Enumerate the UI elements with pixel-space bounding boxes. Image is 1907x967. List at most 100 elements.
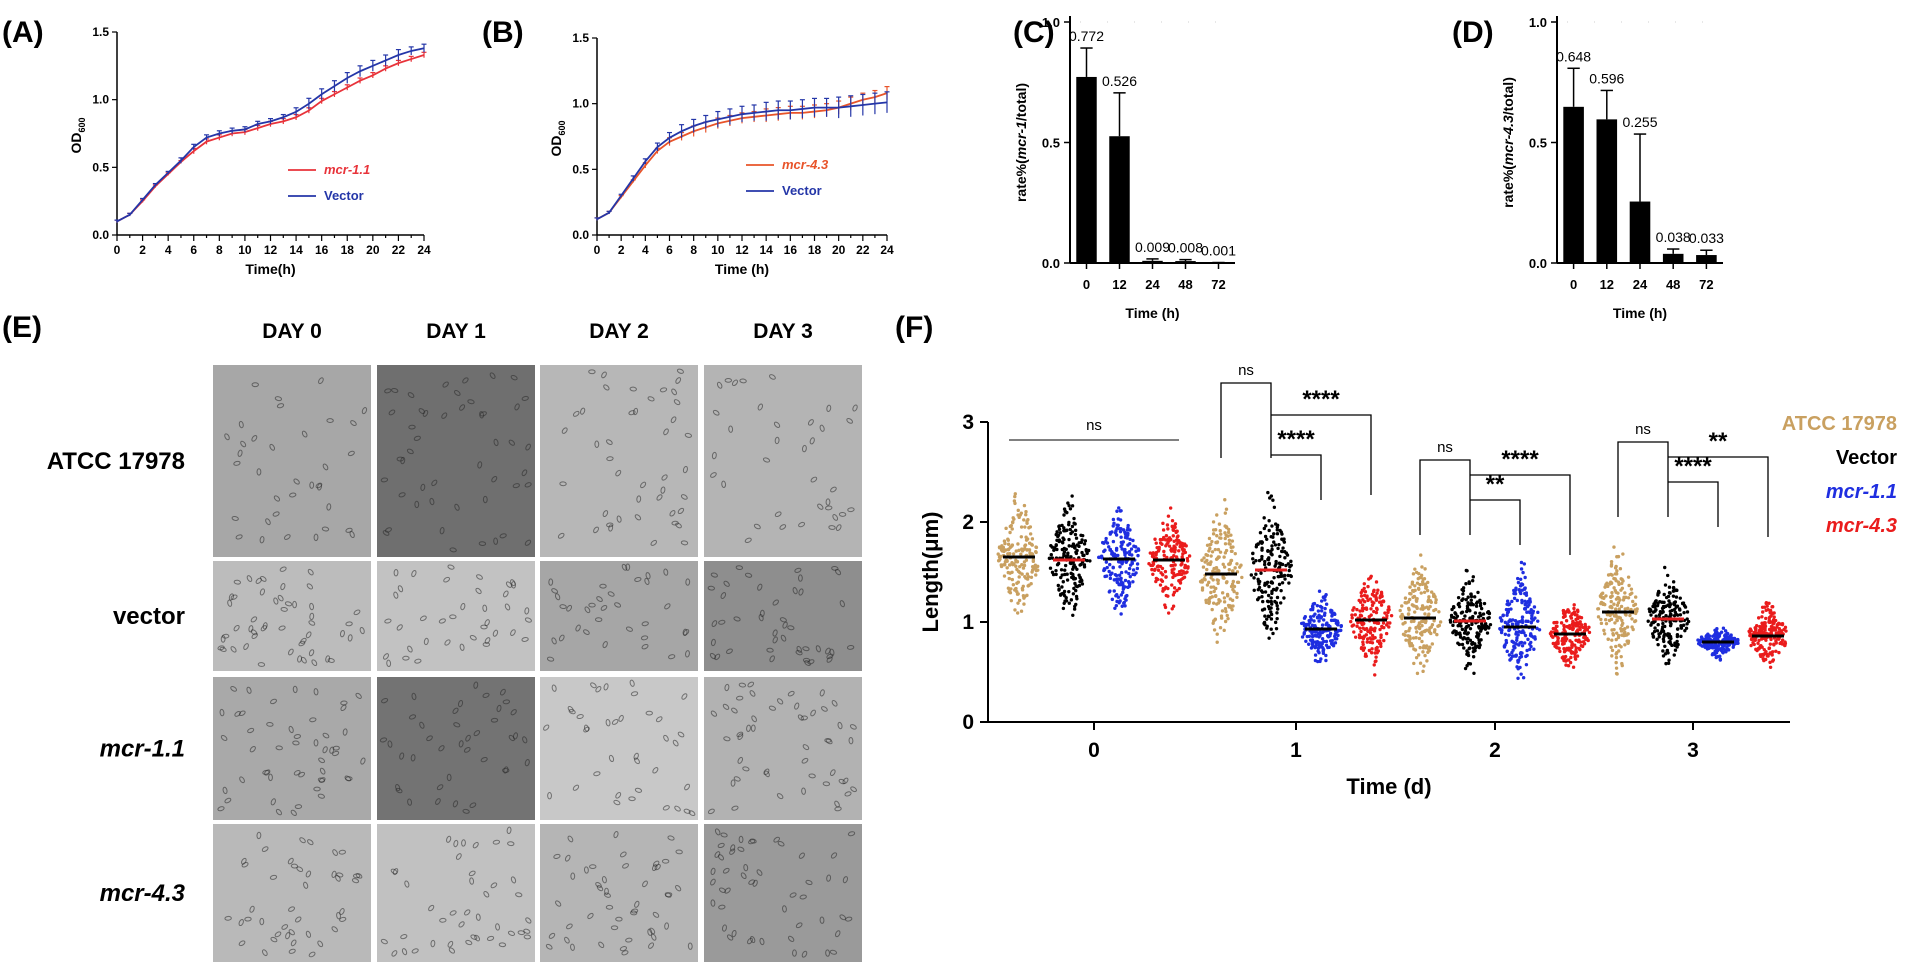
data-point bbox=[1074, 550, 1078, 554]
data-point bbox=[1020, 588, 1025, 592]
data-point bbox=[1061, 580, 1065, 584]
data-point bbox=[1166, 527, 1170, 531]
data-point bbox=[1102, 541, 1106, 545]
bacterial-cell bbox=[305, 870, 312, 878]
data-point bbox=[1131, 538, 1135, 543]
data-point bbox=[1596, 607, 1600, 611]
data-point bbox=[1309, 646, 1314, 650]
bacterial-cell bbox=[521, 469, 528, 477]
bacterial-cell bbox=[724, 377, 733, 383]
data-point bbox=[1360, 606, 1365, 610]
data-point bbox=[1423, 653, 1427, 658]
bacterial-cell bbox=[326, 418, 334, 423]
data-point bbox=[1652, 629, 1657, 634]
data-point bbox=[1696, 641, 1701, 646]
data-point bbox=[1272, 532, 1276, 536]
bacterial-cell bbox=[420, 483, 426, 492]
bacterial-cell bbox=[684, 783, 690, 791]
data-point bbox=[1224, 609, 1228, 614]
data-point bbox=[1503, 632, 1508, 637]
bacterial-cell bbox=[262, 769, 270, 775]
bar-value-label: 0.038 bbox=[1656, 229, 1691, 245]
data-point bbox=[1631, 627, 1635, 632]
bacterial-cell bbox=[525, 443, 531, 451]
data-point bbox=[1368, 597, 1373, 601]
data-point bbox=[1562, 658, 1566, 663]
data-point bbox=[1523, 586, 1527, 590]
data-point bbox=[1034, 573, 1038, 577]
bacterial-cell bbox=[492, 839, 501, 845]
bacterial-cell bbox=[313, 739, 319, 747]
data-point bbox=[1514, 622, 1518, 626]
data-point bbox=[1373, 659, 1377, 664]
data-point bbox=[1262, 620, 1267, 625]
data-point bbox=[1422, 664, 1426, 668]
data-point bbox=[1119, 526, 1123, 531]
data-point bbox=[1673, 641, 1677, 645]
data-point bbox=[1672, 603, 1677, 607]
data-point bbox=[1615, 618, 1619, 622]
data-point bbox=[1226, 616, 1230, 621]
data-point bbox=[1453, 611, 1457, 615]
bacterial-cell bbox=[733, 616, 741, 622]
data-point bbox=[1382, 638, 1386, 643]
bacterial-cell bbox=[664, 922, 670, 930]
data-point bbox=[1760, 605, 1765, 610]
bacterial-cell bbox=[749, 690, 756, 697]
data-point bbox=[1469, 594, 1474, 599]
bacterial-cell bbox=[404, 880, 410, 888]
data-point bbox=[998, 554, 1003, 559]
bacterial-cell bbox=[839, 914, 847, 921]
data-point bbox=[1153, 537, 1157, 541]
bacterial-cell bbox=[517, 930, 525, 936]
bacterial-cell bbox=[329, 746, 335, 754]
data-point bbox=[1465, 632, 1469, 636]
bacterial-cell bbox=[618, 714, 624, 722]
y-axis-label-part-0: rate%( bbox=[1500, 165, 1516, 208]
data-point bbox=[1123, 604, 1127, 608]
bacterial-cell bbox=[261, 846, 269, 852]
data-point bbox=[1389, 613, 1394, 618]
bacterial-cell bbox=[567, 705, 574, 713]
data-point bbox=[1760, 652, 1765, 657]
data-point bbox=[1062, 513, 1066, 517]
data-point bbox=[1321, 651, 1326, 655]
data-point bbox=[1073, 581, 1077, 586]
data-point bbox=[1324, 643, 1329, 648]
data-point bbox=[1311, 629, 1316, 634]
bacterial-cell bbox=[642, 880, 648, 888]
data-point bbox=[1449, 613, 1454, 618]
x-tick-label: 0 bbox=[114, 243, 121, 257]
data-point bbox=[1421, 669, 1425, 674]
data-point bbox=[1320, 623, 1325, 627]
bacterial-cell bbox=[256, 831, 262, 840]
data-point bbox=[1235, 580, 1240, 584]
data-point bbox=[1019, 609, 1024, 613]
data-point bbox=[1656, 623, 1660, 627]
data-point bbox=[1352, 630, 1356, 634]
bacterial-cell bbox=[619, 946, 628, 952]
data-point bbox=[1059, 575, 1063, 580]
x-tick-label: 16 bbox=[784, 243, 798, 257]
data-point bbox=[1516, 660, 1520, 664]
data-point bbox=[1062, 507, 1067, 511]
bacterial-cell bbox=[685, 650, 690, 658]
bacterial-cell bbox=[460, 602, 466, 611]
data-point bbox=[1766, 654, 1770, 658]
bacterial-cell bbox=[682, 465, 688, 474]
y-axis-label-main: OD bbox=[548, 136, 564, 157]
significance-bracket bbox=[1470, 474, 1571, 555]
bacterial-cell bbox=[759, 609, 765, 618]
y-axis-label-part-1: mcr-4.3 bbox=[1500, 115, 1516, 165]
data-point bbox=[1134, 549, 1138, 553]
data-point bbox=[1583, 622, 1587, 627]
bacterial-cell bbox=[259, 917, 265, 926]
data-point bbox=[1065, 578, 1070, 582]
bacterial-cell bbox=[779, 617, 787, 623]
data-point bbox=[1513, 591, 1518, 596]
data-point bbox=[1426, 650, 1430, 655]
data-point bbox=[1428, 626, 1432, 630]
bacterial-cell bbox=[731, 707, 738, 714]
bacterial-cell bbox=[611, 719, 619, 725]
data-point bbox=[1216, 581, 1220, 586]
